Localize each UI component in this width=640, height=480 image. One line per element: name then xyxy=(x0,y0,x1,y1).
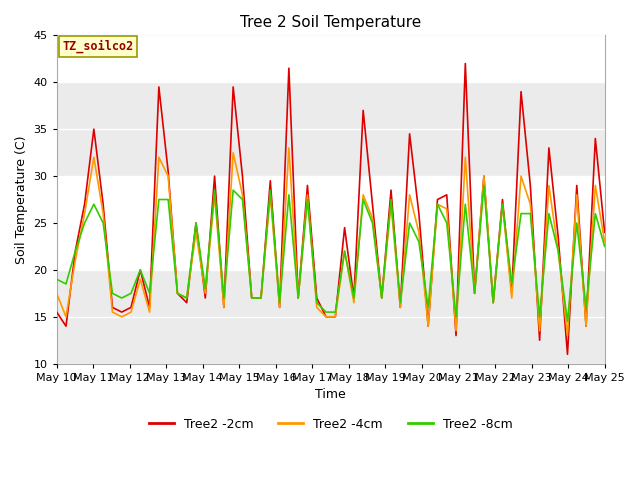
Legend: Tree2 -2cm, Tree2 -4cm, Tree2 -8cm: Tree2 -2cm, Tree2 -4cm, Tree2 -8cm xyxy=(143,413,518,436)
Text: TZ_soilco2: TZ_soilco2 xyxy=(62,40,133,53)
Bar xyxy=(57,270,605,364)
X-axis label: Time: Time xyxy=(316,388,346,401)
Bar xyxy=(57,82,605,176)
Y-axis label: Soil Temperature (C): Soil Temperature (C) xyxy=(15,135,28,264)
Title: Tree 2 Soil Temperature: Tree 2 Soil Temperature xyxy=(240,15,421,30)
